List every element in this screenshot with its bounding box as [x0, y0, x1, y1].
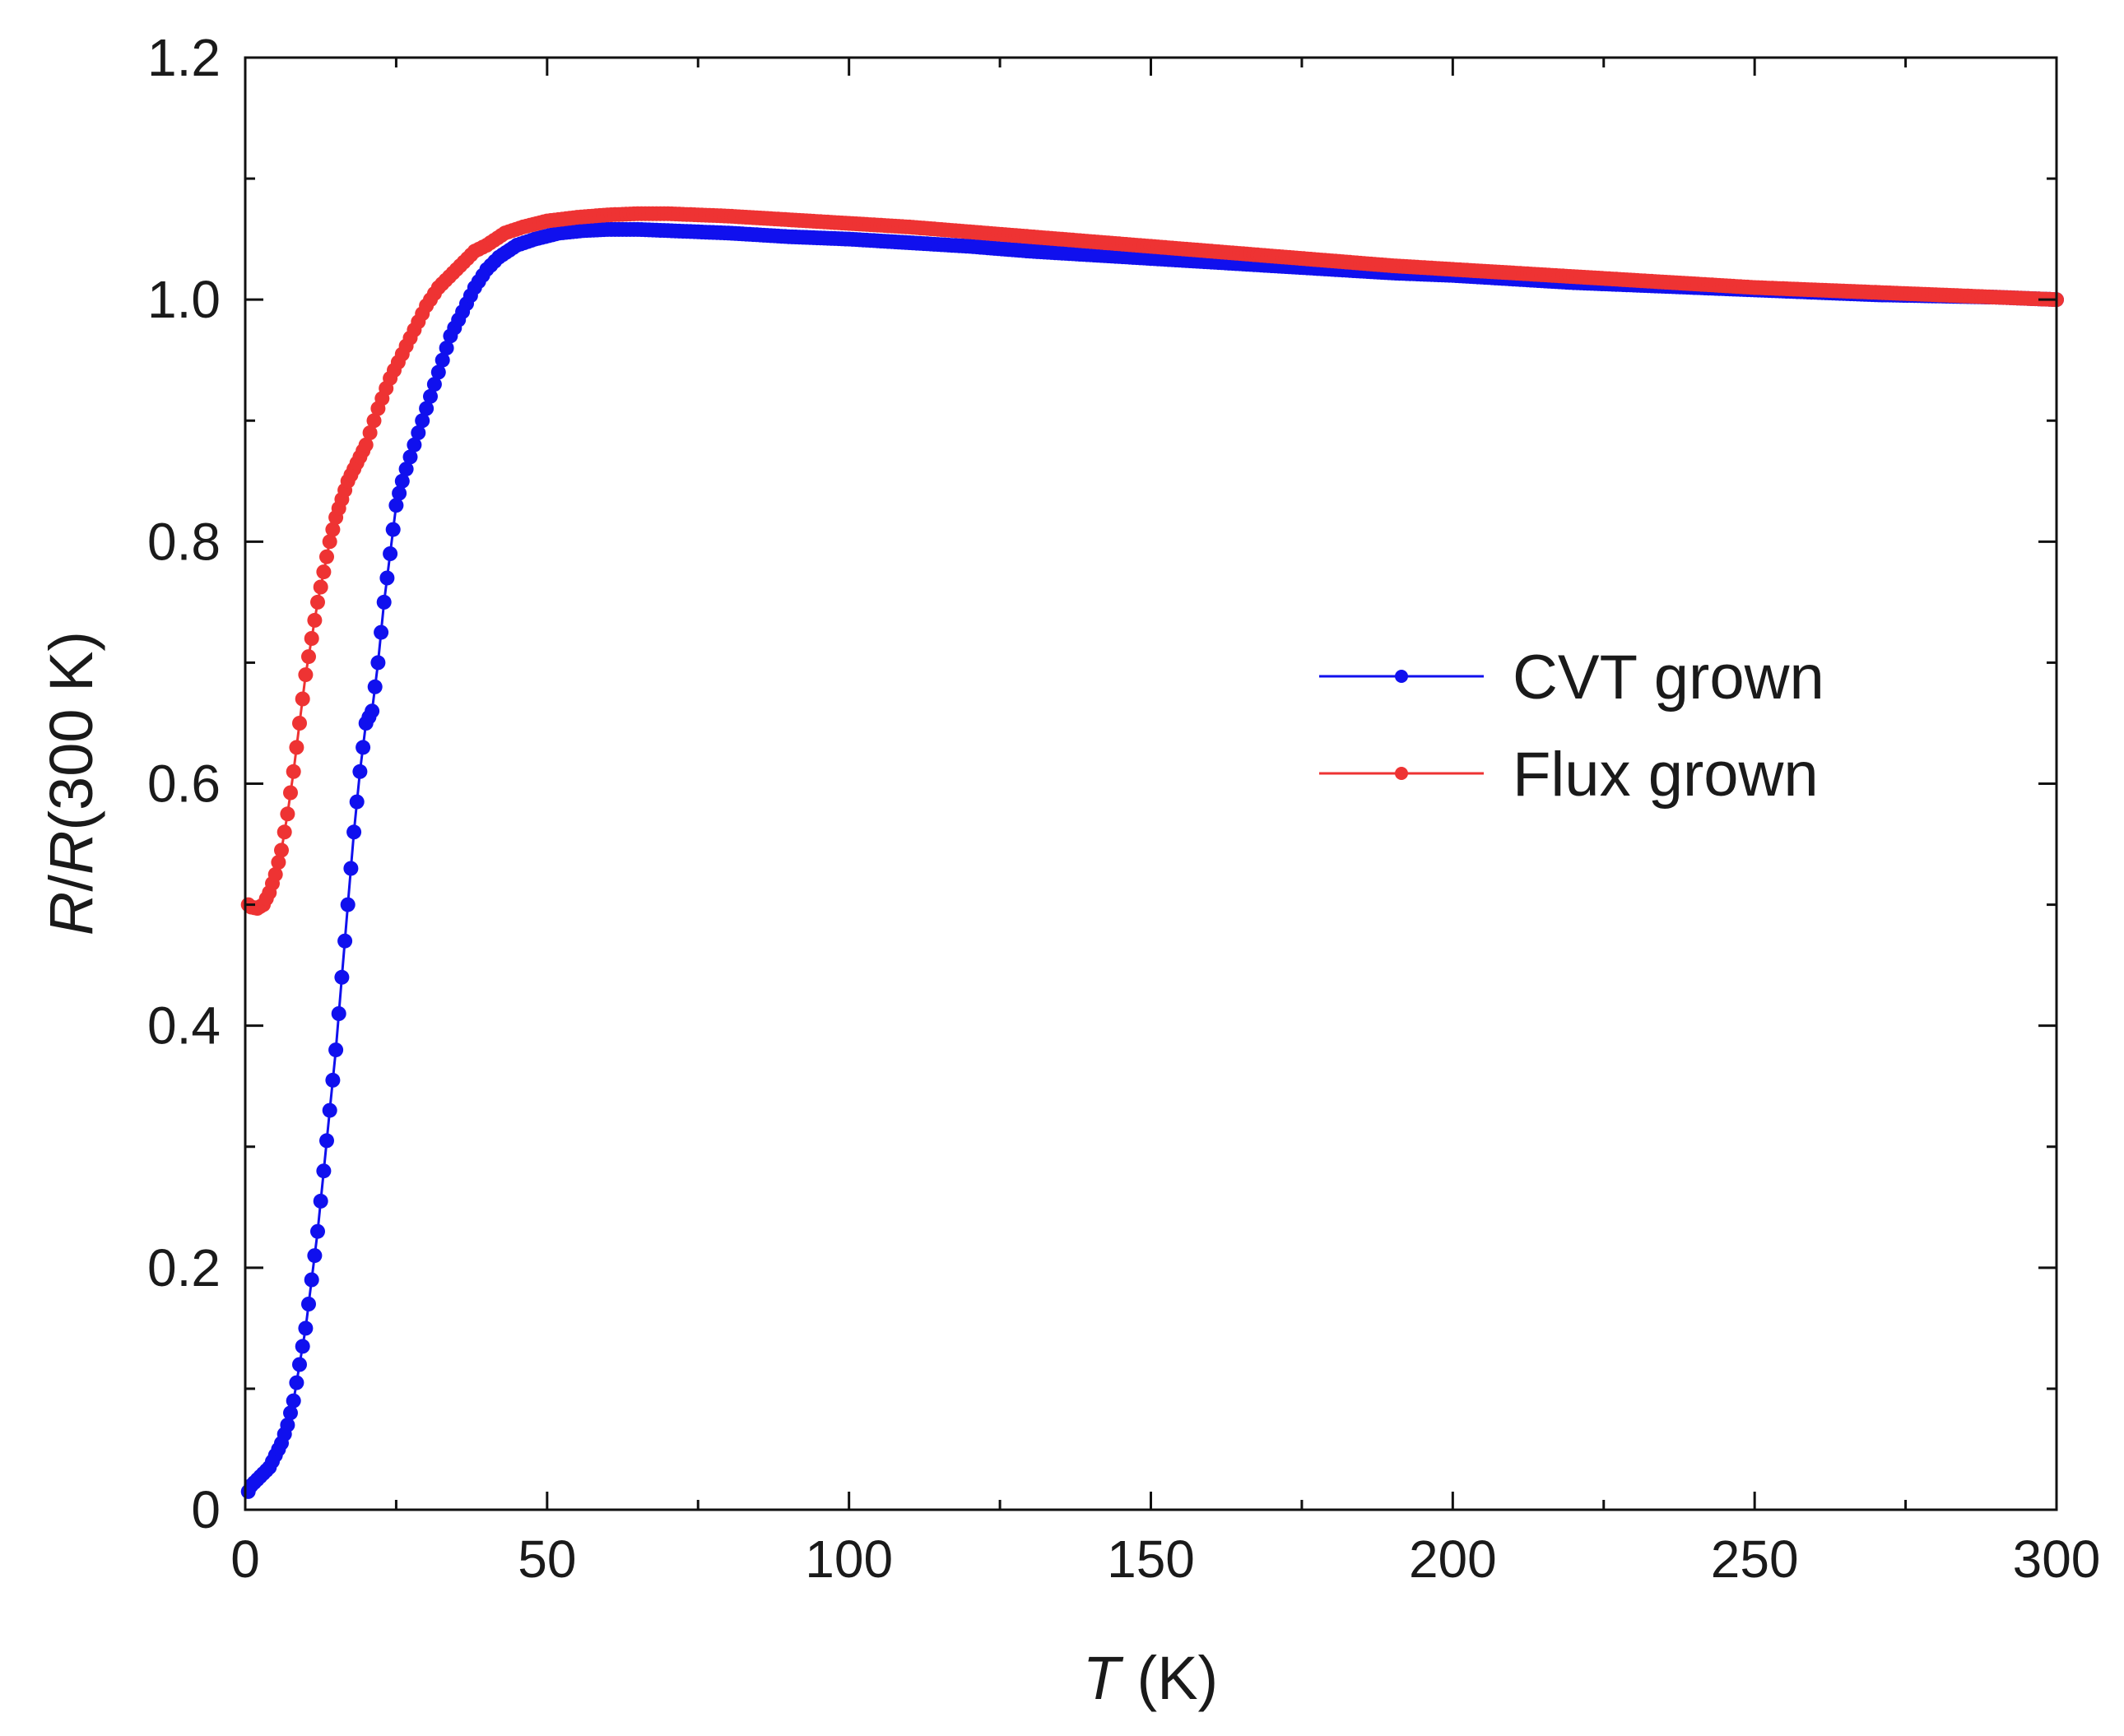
legend-marker-cvt [1395, 670, 1408, 683]
data-point-cvt-grown [340, 897, 356, 912]
data-point-flux-grown [286, 764, 301, 779]
data-point-flux-grown [301, 649, 316, 665]
y-tick-label: 0.2 [147, 1238, 221, 1297]
x-tick-label: 250 [1711, 1529, 1799, 1589]
x-tick-label: 100 [805, 1529, 893, 1589]
legend-label-flux: Flux grown [1513, 740, 1819, 810]
x-tick-label: 300 [2013, 1529, 2101, 1589]
y-axis-title: R/R(300 K) [37, 631, 105, 935]
data-point-flux-grown [274, 842, 289, 858]
data-point-cvt-grown [283, 1405, 298, 1421]
data-point-cvt-grown [435, 352, 450, 368]
data-point-cvt-grown [349, 794, 365, 810]
y-tick-label: 0 [191, 1480, 221, 1539]
data-point-cvt-grown [352, 764, 368, 779]
data-point-flux-grown [322, 534, 337, 550]
data-point-cvt-grown [307, 1248, 323, 1264]
data-point-flux-grown [277, 824, 292, 840]
data-point-cvt-grown [415, 413, 430, 429]
data-point-cvt-grown [394, 473, 410, 489]
data-point-flux-grown [366, 413, 382, 429]
series-line-cvt-grown [247, 228, 2057, 1492]
series-layer [240, 206, 2064, 1499]
data-point-cvt-grown [392, 485, 407, 501]
data-point-cvt-grown [325, 1072, 341, 1088]
data-point-cvt-grown [356, 740, 371, 755]
y-tick-label: 1.0 [147, 270, 221, 329]
data-point-cvt-grown [319, 1133, 334, 1149]
x-axis-title: T (K) [1083, 1644, 1218, 1712]
data-point-cvt-grown [402, 449, 418, 465]
y-tick-label: 0.6 [147, 754, 221, 814]
data-point-flux-grown [325, 522, 341, 537]
data-point-flux-grown [304, 631, 319, 646]
ticks-layer: 0 50 100 150 200 250 300 0 0.2 0.4 0.6 0.8 1.0 1.2 [147, 28, 2100, 1589]
data-point-cvt-grown [310, 1223, 325, 1239]
data-point-cvt-grown [313, 1193, 328, 1209]
series-flux-grown [240, 206, 2064, 916]
data-point-cvt-grown [385, 522, 401, 537]
data-point-flux-grown [283, 785, 298, 801]
data-point-cvt-grown [337, 933, 353, 949]
legend-marker-flux [1395, 767, 1408, 780]
x-tick-label: 200 [1409, 1529, 1497, 1589]
y-tick-label: 0.4 [147, 996, 221, 1056]
y-tick-label: 1.2 [147, 28, 221, 87]
data-point-cvt-grown [367, 679, 383, 694]
legend: CVT grown Flux grown [1319, 643, 1824, 810]
data-point-flux-grown [307, 612, 323, 628]
data-point-flux-grown [267, 866, 283, 882]
data-point-cvt-grown [376, 594, 392, 610]
x-tick-label: 50 [518, 1529, 576, 1589]
series-cvt-grown [240, 221, 2064, 1499]
data-point-cvt-grown [280, 1418, 295, 1432]
data-point-cvt-grown [316, 1163, 332, 1179]
data-point-flux-grown [280, 806, 295, 822]
data-point-flux-grown [310, 594, 325, 610]
data-point-cvt-grown [439, 341, 454, 355]
y-tick-label: 0.8 [147, 512, 221, 571]
data-point-cvt-grown [379, 570, 395, 586]
data-point-cvt-grown [295, 1339, 310, 1354]
data-point-cvt-grown [346, 824, 362, 840]
data-point-flux-grown [362, 425, 378, 440]
data-point-cvt-grown [365, 703, 380, 719]
data-point-cvt-grown [334, 969, 350, 985]
data-point-cvt-grown [343, 861, 359, 876]
data-point-cvt-grown [426, 377, 442, 392]
data-point-flux-grown [319, 549, 334, 564]
data-point-cvt-grown [322, 1102, 337, 1118]
data-point-cvt-grown [423, 388, 438, 404]
data-point-cvt-grown [292, 1357, 307, 1372]
data-point-cvt-grown [407, 437, 422, 453]
data-point-flux-grown [289, 740, 304, 755]
data-point-flux-grown [292, 716, 307, 731]
data-point-cvt-grown [388, 498, 404, 513]
data-point-cvt-grown [289, 1375, 304, 1390]
data-point-cvt-grown [304, 1272, 319, 1288]
data-point-flux-grown [313, 579, 328, 595]
data-point-cvt-grown [370, 655, 386, 671]
legend-label-cvt: CVT grown [1513, 643, 1824, 713]
data-point-cvt-grown [398, 462, 414, 477]
data-point-cvt-grown [419, 401, 435, 416]
data-point-cvt-grown [411, 425, 426, 440]
data-point-cvt-grown [430, 364, 446, 380]
x-tick-label: 150 [1107, 1529, 1195, 1589]
data-point-cvt-grown [374, 624, 389, 640]
data-point-cvt-grown [286, 1393, 301, 1409]
data-point-cvt-grown [383, 546, 398, 561]
data-point-flux-grown [358, 437, 374, 453]
x-tick-label: 0 [230, 1529, 260, 1589]
data-point-flux-grown [271, 855, 286, 870]
data-point-cvt-grown [331, 1006, 346, 1021]
data-point-flux-grown [316, 564, 332, 580]
data-point-cvt-grown [328, 1042, 344, 1058]
data-point-flux-grown [295, 691, 310, 707]
data-point-flux-grown [298, 667, 314, 683]
data-point-cvt-grown [298, 1321, 314, 1336]
data-point-cvt-grown [301, 1297, 316, 1311]
